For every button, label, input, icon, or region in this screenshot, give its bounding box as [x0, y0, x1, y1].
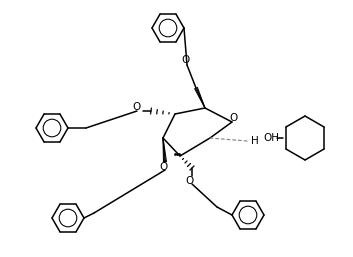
Text: OH: OH: [263, 133, 279, 143]
Text: O: O: [186, 176, 194, 186]
Text: H: H: [251, 136, 259, 146]
Text: O: O: [160, 162, 168, 172]
Text: O: O: [229, 113, 237, 123]
Text: O: O: [133, 102, 141, 112]
Text: O: O: [182, 55, 190, 65]
